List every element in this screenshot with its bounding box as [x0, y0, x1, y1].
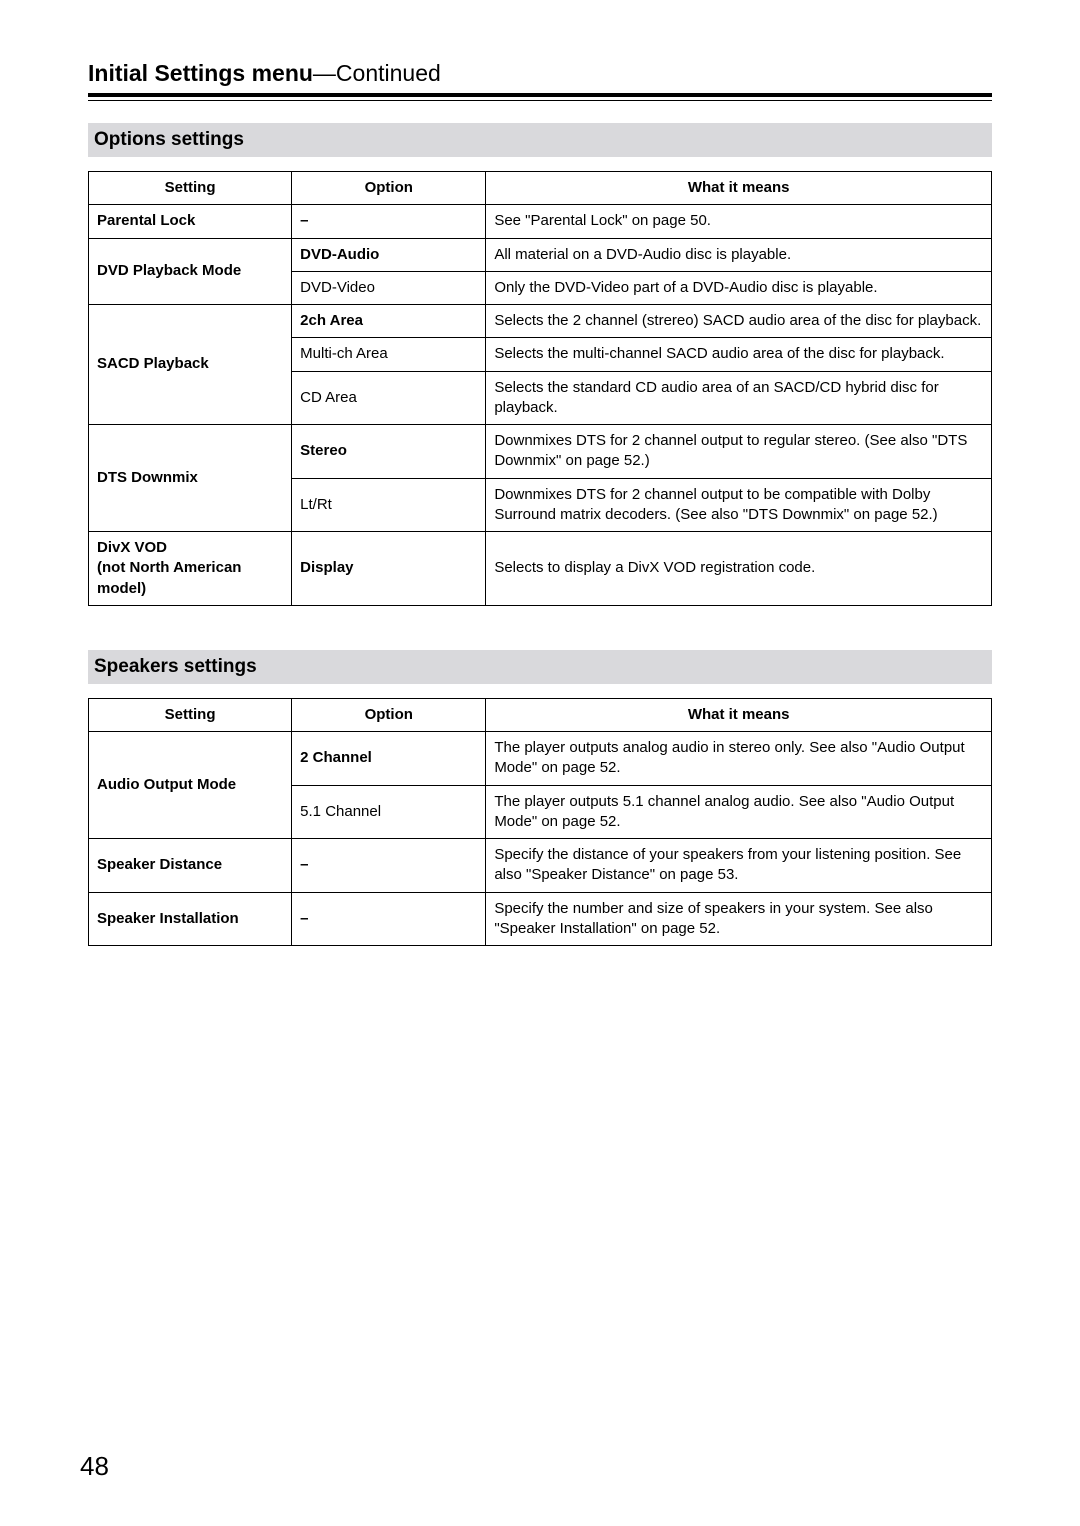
cell-option: Lt/Rt	[292, 478, 486, 532]
table-row: Speaker Distance – Specify the distance …	[89, 839, 992, 893]
section-heading-options: Options settings	[88, 123, 992, 157]
cell-meaning: The player outputs analog audio in stere…	[486, 732, 992, 786]
column-header-option: Option	[292, 172, 486, 205]
cell-option: Display	[292, 532, 486, 606]
table-row: DTS Downmix Stereo Downmixes DTS for 2 c…	[89, 425, 992, 479]
column-header-setting: Setting	[89, 172, 292, 205]
table-row: Speaker Installation – Specify the numbe…	[89, 892, 992, 946]
page-number: 48	[80, 1451, 109, 1482]
cell-option: DVD-Audio	[292, 238, 486, 271]
cell-option: –	[292, 892, 486, 946]
cell-meaning: Specify the distance of your speakers fr…	[486, 839, 992, 893]
cell-meaning: Only the DVD-Video part of a DVD-Audio d…	[486, 271, 992, 304]
table-row: Audio Output Mode 2 Channel The player o…	[89, 732, 992, 786]
page-title-suffix: —Continued	[313, 60, 441, 86]
table-row: Parental Lock – See "Parental Lock" on p…	[89, 205, 992, 238]
cell-meaning: Selects the 2 channel (strereo) SACD aud…	[486, 305, 992, 338]
cell-meaning: Selects the multi-channel SACD audio are…	[486, 338, 992, 371]
cell-setting: Parental Lock	[89, 205, 292, 238]
section-heading-speakers: Speakers settings	[88, 650, 992, 684]
cell-meaning: See "Parental Lock" on page 50.	[486, 205, 992, 238]
column-header-option: Option	[292, 698, 486, 731]
table-header-row: Setting Option What it means	[89, 698, 992, 731]
cell-option: 2 Channel	[292, 732, 486, 786]
table-row: DivX VOD (not North American model) Disp…	[89, 532, 992, 606]
cell-setting: Audio Output Mode	[89, 732, 292, 839]
cell-option: DVD-Video	[292, 271, 486, 304]
cell-setting: SACD Playback	[89, 305, 292, 425]
speakers-table: Setting Option What it means Audio Outpu…	[88, 698, 992, 946]
cell-option: Multi-ch Area	[292, 338, 486, 371]
table-row: DVD Playback Mode DVD-Audio All material…	[89, 238, 992, 271]
cell-meaning: All material on a DVD-Audio disc is play…	[486, 238, 992, 271]
cell-setting: Speaker Distance	[89, 839, 292, 893]
cell-meaning: Specify the number and size of speakers …	[486, 892, 992, 946]
page-title-main: Initial Settings menu	[88, 60, 313, 86]
cell-setting: DTS Downmix	[89, 425, 292, 532]
cell-option: 5.1 Channel	[292, 785, 486, 839]
cell-setting: DVD Playback Mode	[89, 238, 292, 305]
cell-meaning: Downmixes DTS for 2 channel output to re…	[486, 425, 992, 479]
cell-meaning: Selects to display a DivX VOD registrati…	[486, 532, 992, 606]
manual-page: Initial Settings menu—Continued Options …	[0, 0, 1080, 946]
table-row: SACD Playback 2ch Area Selects the 2 cha…	[89, 305, 992, 338]
cell-setting: Speaker Installation	[89, 892, 292, 946]
cell-option: –	[292, 839, 486, 893]
column-header-setting: Setting	[89, 698, 292, 731]
cell-meaning: Downmixes DTS for 2 channel output to be…	[486, 478, 992, 532]
cell-meaning: Selects the standard CD audio area of an…	[486, 371, 992, 425]
table-header-row: Setting Option What it means	[89, 172, 992, 205]
column-header-meaning: What it means	[486, 698, 992, 731]
cell-option: CD Area	[292, 371, 486, 425]
cell-option: 2ch Area	[292, 305, 486, 338]
cell-option: –	[292, 205, 486, 238]
cell-meaning: The player outputs 5.1 channel analog au…	[486, 785, 992, 839]
options-table: Setting Option What it means Parental Lo…	[88, 171, 992, 606]
cell-setting: DivX VOD (not North American model)	[89, 532, 292, 606]
page-title: Initial Settings menu—Continued	[88, 60, 992, 97]
cell-option: Stereo	[292, 425, 486, 479]
column-header-meaning: What it means	[486, 172, 992, 205]
